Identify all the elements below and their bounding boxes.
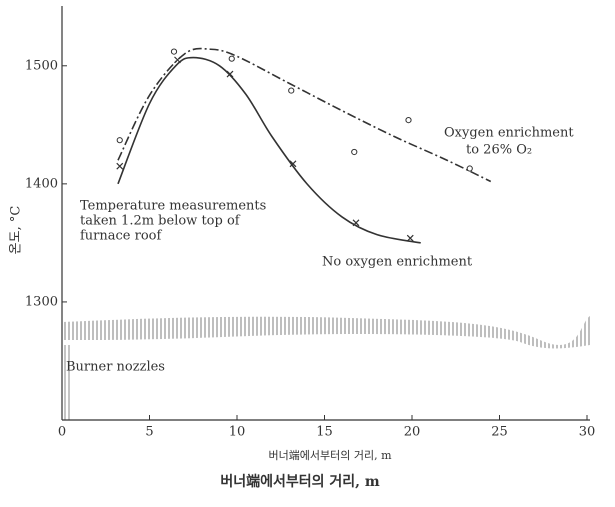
annotation: Temperature measurements	[80, 199, 266, 214]
y-tick-label: 1400	[25, 176, 58, 191]
burner-band	[62, 345, 70, 420]
x-tick-label: 30	[579, 425, 596, 440]
x-tick-label: 10	[229, 425, 246, 440]
x-tick-label: 25	[491, 425, 508, 440]
x-axis-label: 버너端에서부터의 거리, m	[220, 473, 380, 490]
annotation: furnace roof	[80, 229, 162, 244]
point	[405, 116, 412, 124]
series-label: to 26% O₂	[466, 143, 532, 158]
fit-curve	[117, 56, 421, 244]
point	[228, 55, 235, 62]
fit-curve	[117, 47, 492, 183]
x-tick-label: 15	[316, 425, 333, 440]
point	[406, 234, 414, 242]
point	[116, 137, 123, 144]
point	[116, 162, 124, 170]
annotation: Burner nozzles	[66, 360, 165, 375]
y-tick-label: 1500	[25, 58, 58, 73]
series-label: No oxygen enrichment	[322, 255, 473, 270]
y-axis-label: 온도, °C	[9, 206, 24, 255]
point	[226, 70, 234, 78]
y-tick-label: 1300	[25, 294, 58, 309]
x-tick-label: 5	[145, 425, 153, 440]
point	[288, 87, 295, 94]
point	[170, 48, 178, 55]
x-axis-label-small: 버너端에서부터의 거리, m	[269, 449, 393, 462]
annotation: taken 1.2m below top of	[80, 214, 241, 229]
x-tick-label: 0	[58, 425, 66, 440]
point	[351, 148, 358, 156]
point	[174, 56, 181, 64]
point	[352, 219, 360, 227]
x-tick-label: 20	[404, 425, 421, 440]
point	[289, 160, 297, 168]
burner-band	[62, 316, 590, 349]
point	[466, 165, 473, 172]
series-label: Oxygen enrichment	[444, 126, 574, 141]
